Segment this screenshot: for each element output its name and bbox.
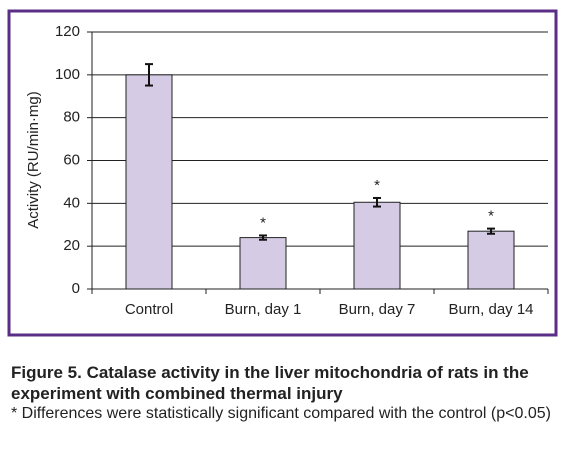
x-tick-label: Burn, day 1 xyxy=(225,301,302,318)
y-tick-label: 120 xyxy=(55,23,80,40)
chart-border xyxy=(7,9,558,337)
error-bar xyxy=(373,196,381,208)
bar xyxy=(353,201,401,290)
error-bar xyxy=(145,63,153,87)
x-tick-label: Control xyxy=(125,301,173,318)
chart: Activity (RU/min·mg) 0 20 40 60 80 100 120 Cont… xyxy=(7,9,558,337)
y-tick-label: 20 xyxy=(63,237,80,254)
y-axis-label: Activity (RU/min·mg) xyxy=(25,91,42,229)
significance-marker: * xyxy=(260,214,266,231)
y-tick-label: 0 xyxy=(72,280,80,297)
x-tick-label: Burn, day 14 xyxy=(448,301,533,318)
caption-note: * Differences were statistically signifi… xyxy=(11,405,551,422)
bar xyxy=(467,230,515,290)
error-bar xyxy=(487,227,495,235)
significance-marker: * xyxy=(374,177,380,194)
x-tick-label: Burn, day 7 xyxy=(339,301,416,318)
y-tick-label: 40 xyxy=(63,194,80,211)
caption: Figure 5. Catalase activity in the liver… xyxy=(11,362,556,424)
error-bar xyxy=(259,234,267,241)
y-tick-label: 80 xyxy=(63,109,80,126)
bar xyxy=(125,74,173,290)
bar xyxy=(239,237,287,290)
significance-marker: * xyxy=(488,208,494,225)
y-tick-label: 100 xyxy=(55,66,80,83)
y-tick-label: 60 xyxy=(63,151,80,168)
caption-title: Figure 5. Catalase activity in the liver… xyxy=(11,363,529,403)
